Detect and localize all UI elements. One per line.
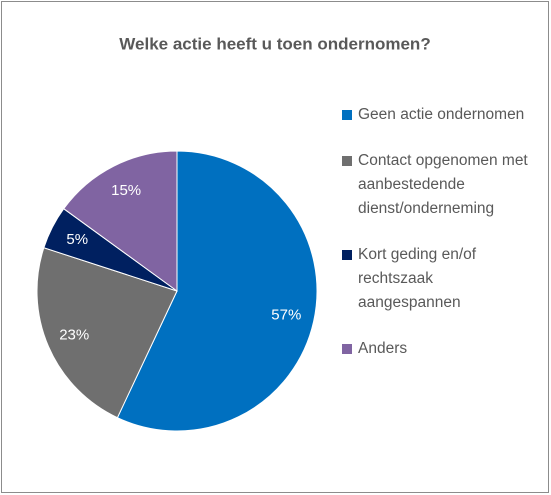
legend-swatch xyxy=(342,344,352,354)
legend-entry: Contact opgenomen met aanbestedende dien… xyxy=(342,149,542,221)
data-label: 5% xyxy=(66,231,88,248)
legend-label: Geen actie ondernomen xyxy=(358,106,525,123)
legend-swatch xyxy=(342,250,352,260)
legend-label: Kort geding en/of rechtszaak aangespanne… xyxy=(358,246,477,311)
legend-swatch xyxy=(342,156,352,166)
legend-entry: Anders xyxy=(342,337,542,361)
chart-title: Welke actie heeft u toen ondernomen? xyxy=(119,34,430,53)
data-label: 15% xyxy=(111,182,141,199)
data-label: 23% xyxy=(59,326,89,343)
legend-label: Anders xyxy=(358,340,408,357)
legend: Geen actie ondernomen Contact opgenomen m… xyxy=(342,103,542,383)
legend-entry: Kort geding en/of rechtszaak aangespanne… xyxy=(342,243,542,315)
pie-slice xyxy=(116,150,318,432)
pie-slice xyxy=(36,247,178,419)
pie-slice xyxy=(63,150,178,292)
legend-entry: Geen actie ondernomen xyxy=(342,103,542,127)
data-label: 57% xyxy=(271,306,301,323)
legend-label: Contact opgenomen met aanbestedende dien… xyxy=(358,152,528,217)
legend-swatch xyxy=(342,110,352,120)
